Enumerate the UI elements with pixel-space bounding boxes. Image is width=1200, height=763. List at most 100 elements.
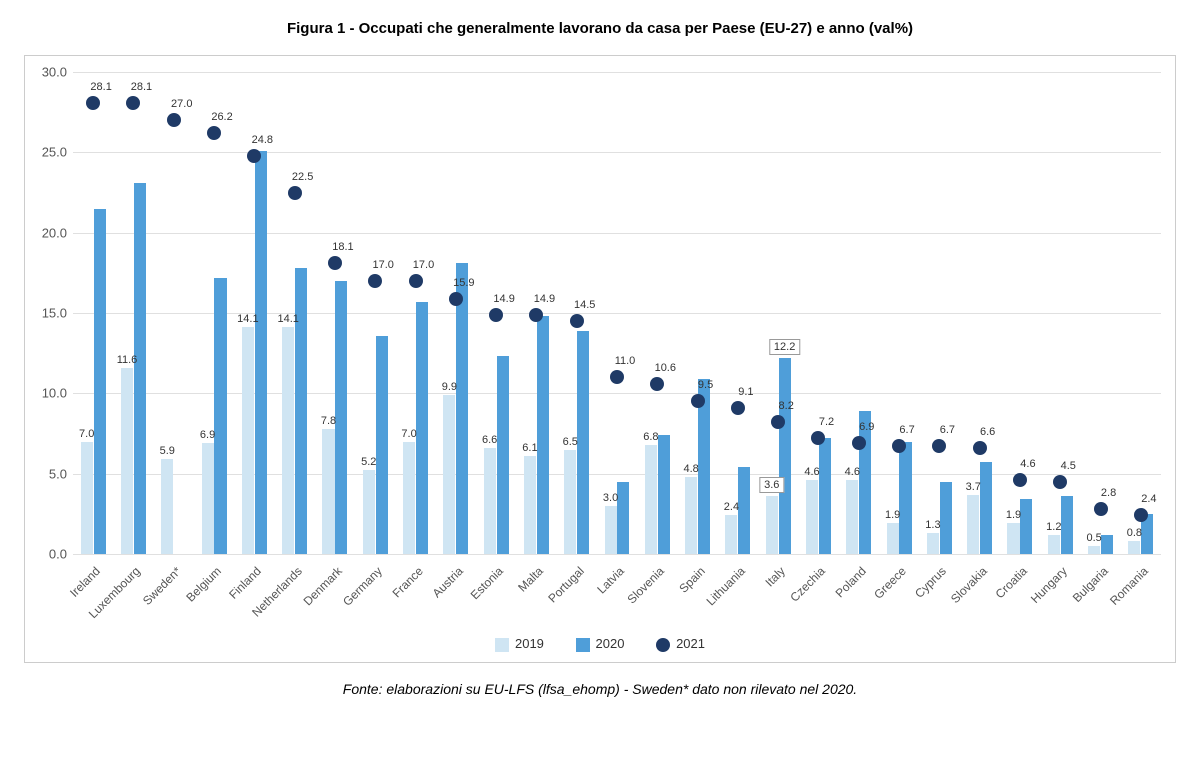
bar-value-label: 0.5 [1086,532,1101,544]
x-axis-label: Bulgaria [1030,564,1111,645]
legend-item-2019: 2019 [495,636,544,652]
x-axis-label: Hungary [990,564,1071,645]
bar-2019 [1128,541,1140,554]
bar-value-label: 4.6 [845,466,860,478]
bar-value-label: 14.1 [237,313,258,325]
bar-2019 [282,327,294,554]
marker-value-label: 7.2 [819,416,834,428]
bar-2019 [685,477,697,554]
bar-value-label: 5.2 [361,456,376,468]
marker-2021 [409,274,423,288]
bar-2019 [121,368,133,554]
legend-item-2021: 2021 [656,636,705,652]
bar-2019 [322,429,334,554]
bar-2019 [887,523,899,554]
bar-value-label: 11.6 [117,354,138,366]
marker-value-label: 14.9 [534,293,555,305]
x-axis-label: Poland [788,564,869,645]
bar-value-label: 6.8 [643,431,658,443]
marker-2021 [247,149,261,163]
chart-container: Figura 1 - Occupati che generalmente lav… [0,0,1200,763]
marker-2021 [1053,475,1067,489]
legend-dot-2021 [656,638,670,652]
marker-2021 [167,113,181,127]
x-axis-label: Sweden* [103,564,184,645]
bar-value-label: 6.5 [563,436,578,448]
bar-2020 [497,356,509,554]
y-axis-label: 15.0 [42,306,73,321]
x-axis-label: Czechia [748,564,829,645]
bar-2020 [214,278,226,554]
marker-value-label: 10.6 [655,362,676,374]
bar-2020 [1061,496,1073,554]
marker-2021 [771,415,785,429]
x-axis-label: Cyprus [869,564,950,645]
bar-value-label: 1.9 [885,509,900,521]
bar-2019 [806,480,818,554]
bar-2019 [484,448,496,554]
y-axis-label: 30.0 [42,65,73,80]
y-axis-label: 5.0 [49,466,73,481]
bar-2020 [295,268,307,554]
marker-2021 [449,292,463,306]
bar-2019 [1088,546,1100,554]
marker-value-label: 8.2 [779,400,794,412]
marker-value-label: 28.1 [90,81,111,93]
marker-2021 [1134,508,1148,522]
bar-2019 [927,533,939,554]
marker-2021 [650,377,664,391]
bar-2020 [779,358,791,554]
grid-line [73,72,1161,73]
bar-2020 [738,467,750,554]
marker-value-label: 26.2 [211,111,232,123]
marker-value-label: 9.5 [698,379,713,391]
bar-2020 [335,281,347,554]
marker-value-label: 4.5 [1061,460,1076,472]
bar-value-label: 9.9 [442,381,457,393]
marker-value-label: 6.6 [980,426,995,438]
bar-2020 [456,263,468,554]
bar-2019 [967,495,979,554]
marker-2021 [932,439,946,453]
marker-value-label: 9.1 [738,386,753,398]
bar-value-label: 14.1 [277,313,298,325]
y-axis-label: 25.0 [42,145,73,160]
legend-label-2021: 2021 [676,636,705,651]
marker-2021 [489,308,503,322]
marker-2021 [811,431,825,445]
legend: 2019 2020 2021 [25,636,1175,652]
bar-2019 [846,480,858,554]
bar-2019 [645,445,657,554]
x-axis-label: Luxembourg [63,564,144,645]
bar-2020 [658,435,670,554]
bar-value-label: 3.0 [603,492,618,504]
bar-2020 [376,336,388,555]
marker-value-label: 2.4 [1141,493,1156,505]
x-axis-label: Portugal [506,564,587,645]
marker-value-label: 6.9 [859,421,874,433]
legend-swatch-2019 [495,638,509,652]
bar-value-label: 2.4 [724,501,739,513]
bar-value-label: 5.9 [160,445,175,457]
x-axis-label: Lithuania [667,564,748,645]
bar-value-label: 6.9 [200,429,215,441]
plot-box: 0.05.010.015.020.025.030.07.028.111.628.… [24,55,1176,663]
marker-value-label: 17.0 [373,259,394,271]
marker-2021 [86,96,100,110]
bar-2020 [899,442,911,554]
marker-2021 [529,308,543,322]
marker-2021 [610,370,624,384]
plot-inner: 0.05.010.015.020.025.030.07.028.111.628.… [73,72,1161,554]
marker-2021 [691,394,705,408]
bar-2019 [443,395,455,554]
bar-2020 [134,183,146,554]
bar-2019 [403,442,415,554]
bar-value-label: 0.8 [1127,527,1142,539]
bar-value-label: 6.6 [482,434,497,446]
grid-line [73,233,1161,234]
marker-value-label: 24.8 [252,134,273,146]
bar-value-label: 7.8 [321,415,336,427]
bar-2020 [1020,499,1032,554]
bar-value-label: 6.1 [522,442,537,454]
bar-2020 [416,302,428,554]
